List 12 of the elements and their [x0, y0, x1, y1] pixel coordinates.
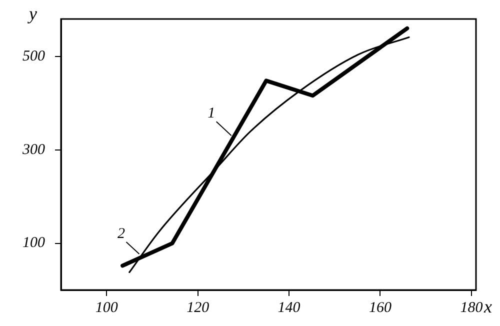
- series-label: 1: [208, 106, 216, 122]
- x-tick-label: 180: [460, 300, 484, 316]
- y-tick-label: 300: [22, 142, 46, 158]
- y-axis-title: y: [27, 4, 37, 24]
- series-label: 2: [118, 226, 126, 242]
- x-tick-label: 160: [368, 300, 392, 316]
- x-tick-label: 120: [186, 300, 210, 316]
- x-axis-title: x: [483, 296, 492, 317]
- y-tick-label: 500: [22, 48, 46, 64]
- y-tick-label: 100: [22, 235, 46, 252]
- x-tick-label: 100: [95, 300, 118, 316]
- x-tick-label: 140: [278, 300, 301, 316]
